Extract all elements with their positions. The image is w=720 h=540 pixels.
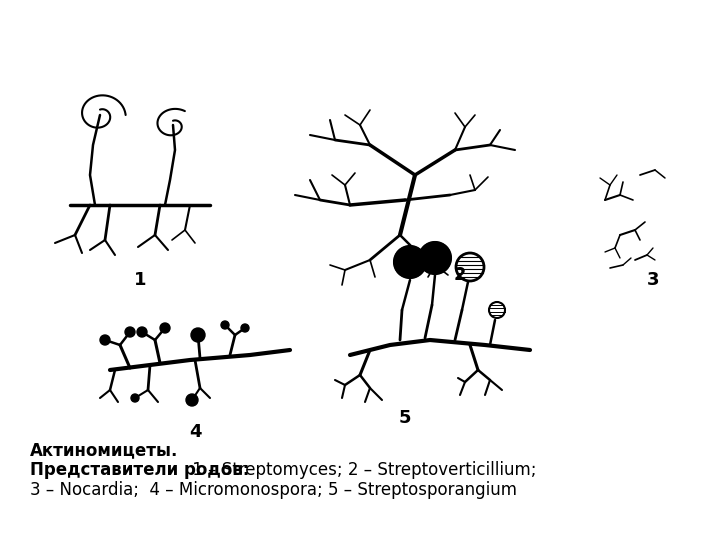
Circle shape bbox=[160, 323, 170, 333]
Text: 4: 4 bbox=[189, 423, 202, 441]
Text: 1: 1 bbox=[134, 271, 146, 289]
Circle shape bbox=[100, 335, 110, 345]
Text: Актиномицеты.: Актиномицеты. bbox=[30, 441, 179, 459]
Circle shape bbox=[131, 394, 139, 402]
Circle shape bbox=[125, 327, 135, 337]
Text: Представители родов:: Представители родов: bbox=[30, 461, 249, 479]
Text: 5: 5 bbox=[399, 409, 411, 427]
Circle shape bbox=[137, 327, 147, 337]
Circle shape bbox=[241, 324, 249, 332]
Circle shape bbox=[186, 394, 198, 406]
Text: 3 – Nocardia;  4 – Micromonospora; 5 – Streptosporangium: 3 – Nocardia; 4 – Micromonospora; 5 – St… bbox=[30, 481, 517, 499]
Circle shape bbox=[419, 242, 451, 274]
Circle shape bbox=[394, 246, 426, 278]
Text: 1 – Streptomyces; 2 – Streptoverticillium;: 1 – Streptomyces; 2 – Streptoverticilliu… bbox=[187, 461, 536, 479]
Text: 2: 2 bbox=[454, 266, 467, 284]
Circle shape bbox=[191, 328, 205, 342]
Circle shape bbox=[221, 321, 229, 329]
Text: 3: 3 bbox=[647, 271, 660, 289]
